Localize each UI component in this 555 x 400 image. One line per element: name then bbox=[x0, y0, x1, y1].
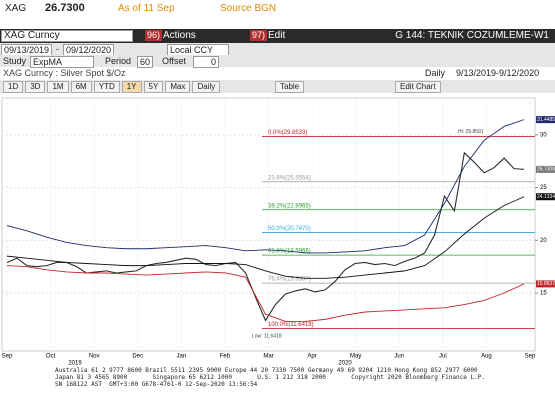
x-tick-label: Aug bbox=[481, 354, 492, 360]
series-line bbox=[6, 265, 525, 322]
security-input[interactable]: XAG Curncy bbox=[1, 30, 133, 42]
series-line bbox=[6, 196, 525, 279]
frequency: Daily bbox=[425, 68, 446, 78]
y-tick-label: 15 bbox=[540, 291, 547, 297]
y-tick-label: 20 bbox=[540, 238, 547, 244]
price: 26.7300 bbox=[45, 2, 85, 14]
info-bar: XAG Curncy : Silver Spot $/Oz Daily 9/13… bbox=[0, 67, 555, 79]
x-tick-label: Oct bbox=[46, 354, 56, 360]
last-value-box bbox=[536, 193, 555, 201]
fib-label: 50.0%(20.7470) bbox=[268, 226, 311, 232]
x-tick-label: Apr bbox=[307, 354, 316, 360]
period-input[interactable]: 60 bbox=[137, 56, 154, 68]
low-annotation: Low: 11.6418 bbox=[252, 334, 282, 340]
chart: 15 20 25 30 Sep Oct Nov Dec Jan Feb Mar Apr May Jun Ju… bbox=[1, 97, 555, 366]
x-tick-label: Sep bbox=[2, 354, 13, 360]
x-tick-label: Jul bbox=[439, 354, 447, 360]
fib-label: 38.2%(22.8965) bbox=[268, 203, 311, 209]
last-value-label: 31.4485 bbox=[537, 117, 555, 123]
actions-button[interactable]: Actions bbox=[163, 30, 196, 41]
x-tick-label: Nov bbox=[89, 354, 100, 360]
series-line bbox=[6, 151, 525, 322]
last-value-box bbox=[536, 165, 555, 173]
last-value-box bbox=[536, 116, 555, 124]
x-tick-label: May bbox=[350, 354, 361, 360]
edit-chart-button[interactable]: Edit Chart bbox=[395, 81, 441, 93]
study-bar: Study ExpMA Period 60 Offset 0 bbox=[0, 55, 555, 68]
range-bar: 09/13/2019 - 09/12/2020 Local CCY bbox=[0, 43, 555, 56]
x-tick-label: Feb bbox=[220, 354, 231, 360]
period-buttons: 1D 3D 1M 6M YTD 1Y 5Y Max Daily bbox=[3, 81, 222, 93]
actions-num[interactable]: 96) bbox=[145, 30, 163, 41]
footer-line: Australia 61 2 9777 8600 Brazil 5511 239… bbox=[55, 367, 478, 374]
edit-num[interactable]: 97) bbox=[250, 30, 268, 41]
period-button[interactable]: 3D bbox=[25, 81, 46, 93]
as-of: As of 11 Sep bbox=[118, 3, 175, 14]
study-label: Study bbox=[3, 56, 27, 66]
edit-button[interactable]: Edit bbox=[268, 30, 286, 41]
last-value-box bbox=[536, 280, 555, 288]
year-label: 2020 bbox=[338, 361, 352, 366]
ticker: XAG bbox=[5, 3, 27, 14]
period-label: Period bbox=[105, 56, 132, 66]
offset-input[interactable]: 0 bbox=[193, 56, 219, 68]
study-input[interactable]: ExpMA bbox=[30, 56, 94, 68]
page-title: G 144: TEKNIK COZUMLEME-W1 bbox=[395, 30, 549, 41]
source: Source BGN bbox=[220, 3, 277, 14]
fib-label: 0.0%(29.8533) bbox=[268, 130, 307, 136]
quote-bar: XAG 26.7300 As of 11 Sep Source BGN bbox=[0, 0, 555, 16]
last-value-label: 26.7300 bbox=[537, 167, 555, 173]
footer-line: Japan 81 3 4565 8900 Singapore 65 6212 1… bbox=[55, 374, 485, 381]
y-tick-label: 30 bbox=[540, 132, 547, 138]
high-annotation: Hi: 29.8591 bbox=[458, 129, 484, 135]
period-button[interactable]: 1D bbox=[3, 81, 24, 93]
last-value-label: 15.8637 bbox=[537, 281, 555, 287]
x-tick-label: Sep bbox=[525, 354, 536, 360]
command-bar: XAG Curncy 96) Actions 97) Edit G 144: T… bbox=[0, 29, 555, 43]
period-button[interactable]: 5Y bbox=[143, 81, 164, 93]
fib-label: 76.4%(15.9387) bbox=[268, 277, 311, 283]
date-sep: - bbox=[56, 44, 59, 54]
year-label: 2019 bbox=[68, 361, 82, 366]
period-button[interactable]: 6M bbox=[70, 81, 92, 93]
fib-label: 23.6%(25.5554) bbox=[268, 175, 311, 181]
x-tick-label: Jun bbox=[394, 354, 404, 360]
date-range: 9/13/2019-9/12/2020 bbox=[456, 68, 540, 78]
security-name: XAG Curncy : Silver Spot $/Oz bbox=[3, 68, 126, 78]
table-button[interactable]: Table bbox=[275, 81, 305, 93]
x-tick-label: Mar bbox=[263, 354, 273, 360]
period-button[interactable]: 1Y bbox=[121, 81, 142, 93]
period-button[interactable]: YTD bbox=[93, 81, 120, 93]
period-button[interactable]: Max bbox=[165, 81, 191, 93]
series-line bbox=[6, 119, 525, 254]
x-tick-label: Dec bbox=[132, 354, 143, 360]
y-tick-label: 25 bbox=[540, 185, 547, 191]
toolbar: 1D 3D 1M 6M YTD 1Y 5Y Max Daily Table Edit Chart bbox=[0, 80, 555, 93]
footer-line: SN 168122 AST GMT+3:00 G678-4761-0 12-Se… bbox=[55, 381, 258, 388]
period-button[interactable]: Daily bbox=[192, 81, 221, 93]
offset-label: Offset bbox=[162, 56, 186, 66]
last-value-label: 24.1334 bbox=[537, 194, 555, 200]
fib-label: 100.0%(11.6418) bbox=[268, 322, 314, 328]
x-tick-label: Jan bbox=[176, 354, 186, 360]
period-button[interactable]: 1M bbox=[47, 81, 69, 93]
